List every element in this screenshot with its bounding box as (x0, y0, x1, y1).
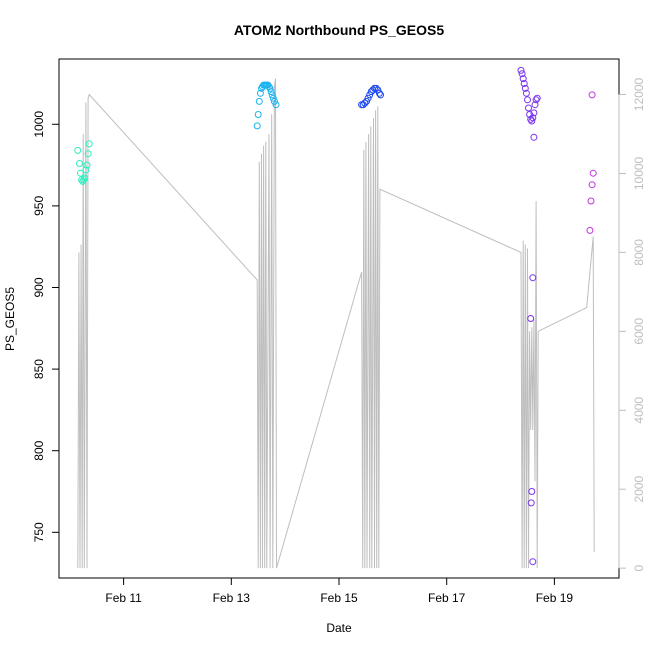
data-point (76, 160, 83, 167)
data-point (519, 75, 527, 83)
y-axis-label: PS_GEOS5 (3, 287, 17, 351)
data-point (518, 70, 526, 78)
data-point (529, 114, 537, 122)
line-series-path (77, 78, 595, 569)
data-point (369, 86, 377, 94)
data-point (530, 133, 538, 141)
data-point (267, 88, 275, 96)
y-tick-label: 750 (32, 522, 46, 542)
y-tick-label: 1000 (32, 111, 46, 138)
plot-frame (58, 58, 620, 579)
data-point (85, 140, 93, 148)
data-point (588, 181, 596, 189)
y2-tick-label: 12000 (632, 78, 646, 112)
data-point (531, 101, 539, 109)
data-point (375, 89, 383, 97)
data-point (527, 499, 535, 507)
x-axis: Feb 11 Feb 13 Feb 15 Feb 17 Feb 19 (105, 577, 574, 605)
scatter-series (74, 66, 597, 566)
x-tick-label: Feb 17 (428, 591, 466, 605)
y-tick-label: 800 (32, 440, 46, 460)
data-point (81, 174, 89, 182)
data-point (529, 558, 537, 566)
data-point (533, 94, 541, 102)
x-tick-label: Feb 11 (105, 591, 142, 605)
y-axis-left: 750 800 850 900 950 1000 (32, 111, 60, 542)
data-point (253, 122, 261, 130)
data-point (586, 226, 594, 234)
y2-tick-label: 2000 (632, 476, 646, 503)
data-point (589, 169, 597, 177)
data-point (522, 89, 530, 97)
data-point (74, 146, 82, 154)
data-point (254, 111, 262, 118)
y-tick-label: 950 (32, 196, 46, 216)
data-point (520, 80, 528, 87)
data-point (366, 91, 374, 99)
data-point (372, 84, 380, 92)
y2-tick-label: 4000 (632, 397, 646, 424)
data-point (587, 197, 595, 205)
y-tick-label: 900 (32, 277, 46, 297)
data-point (77, 169, 84, 177)
data-point (530, 109, 538, 117)
y2-tick-label: 10000 (632, 156, 646, 190)
data-point (80, 176, 88, 184)
data-point (525, 104, 532, 112)
data-point (377, 91, 384, 99)
y-tick-label: 850 (32, 359, 46, 379)
data-point (528, 117, 536, 125)
data-point (255, 97, 263, 105)
data-point (361, 99, 369, 107)
data-point (270, 97, 278, 105)
data-point (588, 91, 596, 99)
chart-title: ATOM2 Northbound PS_GEOS5 (234, 22, 444, 38)
y2-tick-label: 6000 (632, 318, 646, 345)
x-tick-label: Feb 13 (213, 591, 251, 605)
data-point (517, 66, 525, 74)
data-point (524, 96, 531, 104)
x-tick-label: Feb 15 (320, 591, 358, 605)
data-point (527, 115, 535, 123)
y2-tick-label: 0 (632, 564, 646, 571)
y2-tick-label: 8000 (632, 239, 646, 266)
y-axis-right: 0 2000 4000 6000 8000 10000 12000 (618, 78, 646, 571)
data-point (364, 94, 372, 102)
data-point (528, 488, 536, 495)
data-point (82, 166, 90, 174)
data-point (521, 84, 529, 92)
data-point (268, 91, 276, 99)
x-tick-label: Feb 19 (536, 591, 574, 605)
data-point (529, 274, 537, 282)
data-point (266, 84, 274, 92)
x-axis-label: Date (326, 621, 352, 635)
data-point (256, 89, 264, 97)
data-point (272, 101, 280, 109)
data-point (84, 150, 92, 158)
data-point (269, 94, 277, 102)
data-point (527, 315, 535, 322)
data-point (532, 96, 540, 104)
data-point (83, 161, 91, 169)
secondary-line-series (77, 78, 595, 569)
